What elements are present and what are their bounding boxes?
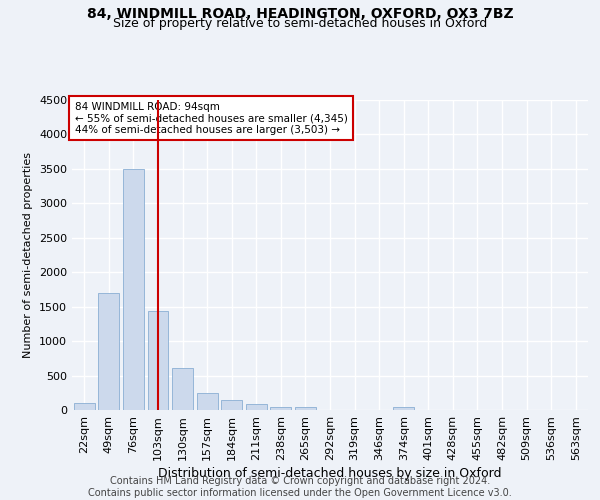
Bar: [197, 393, 218, 410]
Bar: [246, 404, 267, 410]
Text: 84, WINDMILL ROAD, HEADINGTON, OXFORD, OX3 7BZ: 84, WINDMILL ROAD, HEADINGTON, OXFORD, O…: [86, 8, 514, 22]
Text: 84 WINDMILL ROAD: 94sqm
← 55% of semi-detached houses are smaller (4,345)
44% of: 84 WINDMILL ROAD: 94sqm ← 55% of semi-de…: [74, 102, 347, 134]
Bar: [148, 312, 169, 410]
Y-axis label: Number of semi-detached properties: Number of semi-detached properties: [23, 152, 34, 358]
Bar: [123, 169, 144, 410]
Text: Contains HM Land Registry data © Crown copyright and database right 2024.
Contai: Contains HM Land Registry data © Crown c…: [88, 476, 512, 498]
Bar: [172, 368, 193, 410]
Text: Size of property relative to semi-detached houses in Oxford: Size of property relative to semi-detach…: [113, 18, 487, 30]
Bar: [295, 407, 316, 410]
Bar: [271, 406, 292, 410]
Bar: [98, 293, 119, 410]
Bar: [393, 407, 414, 410]
Bar: [221, 400, 242, 410]
Bar: [74, 403, 95, 410]
X-axis label: Distribution of semi-detached houses by size in Oxford: Distribution of semi-detached houses by …: [158, 467, 502, 480]
